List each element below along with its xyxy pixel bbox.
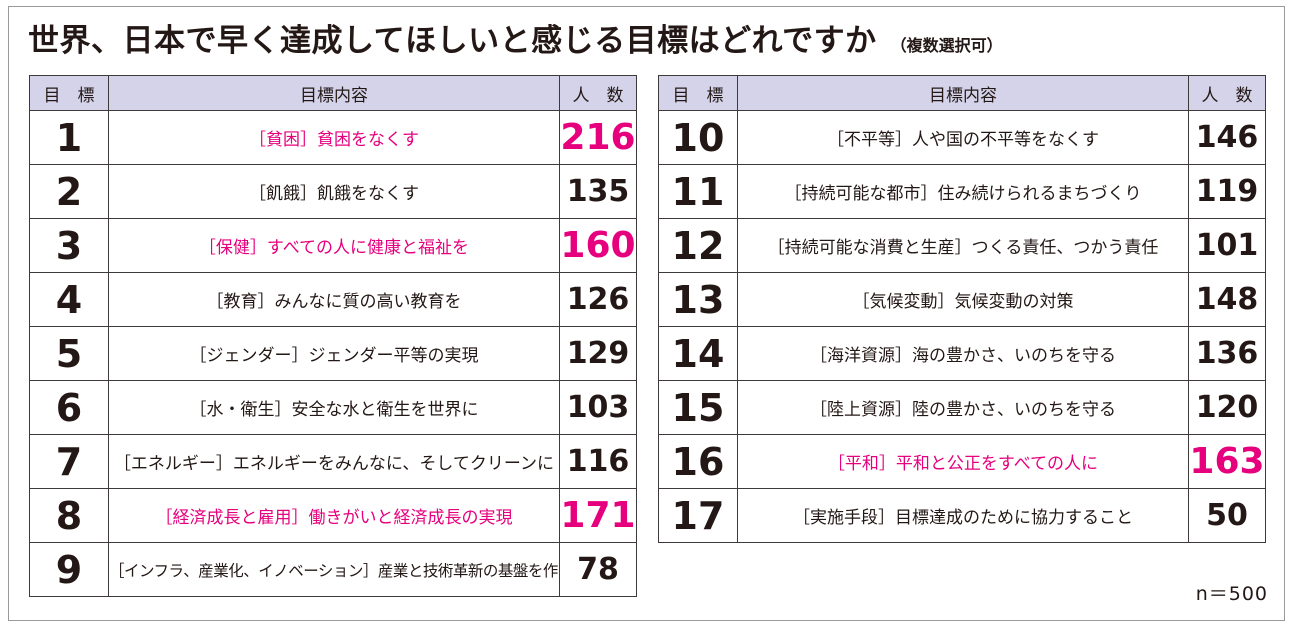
goal-content: ［飢餓］飢餓をなくす [108,164,560,219]
table-row: 11 ［持続可能な都市］住み続けられるまちづくり 119 [658,164,1266,219]
respondent-count: 216 [559,110,637,165]
goal-number: 8 [29,488,109,543]
table-row: 15 ［陸上資源］陸の豊かさ、いのちを守る 120 [658,380,1266,435]
table-body-left: 1 ［貧困］貧困をなくす 216 2 ［飢餓］飢餓をなくす 135 3 ［保健］すべての人に健… [29,110,637,597]
table-row: 1 ［貧困］貧困をなくす 216 [29,110,637,165]
respondent-count: 160 [559,218,637,273]
header-row: 目 標 目標内容 人 数 [658,75,1266,111]
respondent-count: 163 [1188,434,1266,489]
goal-number: 11 [658,164,738,219]
title-subtitle: （複数選択可） [890,36,1003,55]
goal-content: ［水・衛生］安全な水と衛生を世界に [108,380,560,435]
table-row: 16 ［平和］平和と公正をすべての人に 163 [658,434,1266,489]
table-row: 4 ［教育］みんなに質の高い教育を 126 [29,272,637,327]
goal-number: 2 [29,164,109,219]
respondent-count: 135 [559,164,637,219]
goal-content: ［気候変動］気候変動の対策 [737,272,1189,327]
sample-size-note: n＝500 [1195,583,1268,605]
goal-number: 4 [29,272,109,327]
respondent-count: 136 [1188,326,1266,381]
goal-number: 1 [29,110,109,165]
goal-content: ［陸上資源］陸の豊かさ、いのちを守る [737,380,1189,435]
respondent-count: 116 [559,434,637,489]
respondent-count: 120 [1188,380,1266,435]
respondent-count: 101 [1188,218,1266,273]
table-row: 12 ［持続可能な消費と生産］つくる責任、つかう責任 101 [658,218,1266,273]
goal-content: ［ジェンダー］ジェンダー平等の実現 [108,326,560,381]
goal-content: ［持続可能な都市］住み続けられるまちづくり [737,164,1189,219]
header-goal: 目 標 [29,75,109,111]
table-row: 5 ［ジェンダー］ジェンダー平等の実現 129 [29,326,637,381]
header-content: 目標内容 [108,75,560,111]
table-row: 10 ［不平等］人や国の不平等をなくす 146 [658,110,1266,165]
header-count: 人 数 [559,75,637,111]
goal-number: 15 [658,380,738,435]
respondent-count: 129 [559,326,637,381]
header-count: 人 数 [1188,75,1266,111]
table-row: 14 ［海洋資源］海の豊かさ、いのちを守る 136 [658,326,1266,381]
respondent-count: 119 [1188,164,1266,219]
table-row: 7 ［エネルギー］エネルギーをみんなに、そしてクリーンに 116 [29,434,637,489]
respondent-count: 126 [559,272,637,327]
table-row: 6 ［水・衛生］安全な水と衛生を世界に 103 [29,380,637,435]
goal-number: 5 [29,326,109,381]
respondent-count: 146 [1188,110,1266,165]
table-row: 2 ［飢餓］飢餓をなくす 135 [29,164,637,219]
goal-content: ［平和］平和と公正をすべての人に [737,434,1189,489]
header-row: 目 標 目標内容 人 数 [29,75,637,111]
goal-content: ［貧困］貧困をなくす [108,110,560,165]
table-row: 17 ［実施手段］目標達成のために協力すること 50 [658,488,1266,543]
goal-number: 13 [658,272,738,327]
page-title: 世界、日本で早く達成してほしいと感じる目標はどれですか （複数選択可） [28,18,1128,64]
goal-number: 3 [29,218,109,273]
goal-number: 16 [658,434,738,489]
goal-number: 17 [658,488,738,543]
goal-content: ［経済成長と雇用］働きがいと経済成長の実現 [108,488,560,543]
respondent-count: 78 [559,542,637,597]
goals-table-right: 目 標 目標内容 人 数 10 ［不平等］人や国の不平等をなくす 146 11 ［持続可… [658,75,1266,543]
table-body-right: 10 ［不平等］人や国の不平等をなくす 146 11 ［持続可能な都市］住み続けられるま… [658,110,1266,543]
goal-number: 14 [658,326,738,381]
goal-content: ［保健］すべての人に健康と福祉を [108,218,560,273]
respondent-count: 50 [1188,488,1266,543]
goal-number: 9 [29,542,109,597]
goal-content: ［エネルギー］エネルギーをみんなに、そしてクリーンに [108,434,560,489]
table-row: 9 ［インフラ、産業化、イノベーション］産業と技術革新の基盤を作る 78 [29,542,637,597]
goal-number: 6 [29,380,109,435]
header-content: 目標内容 [737,75,1189,111]
goals-table-left: 目 標 目標内容 人 数 1 ［貧困］貧困をなくす 216 2 ［飢餓］飢餓をなくす 13… [29,75,637,597]
respondent-count: 171 [559,488,637,543]
table-row: 13 ［気候変動］気候変動の対策 148 [658,272,1266,327]
table-row: 3 ［保健］すべての人に健康と福祉を 160 [29,218,637,273]
table-row: 8 ［経済成長と雇用］働きがいと経済成長の実現 171 [29,488,637,543]
goal-number: 10 [658,110,738,165]
respondent-count: 148 [1188,272,1266,327]
goal-content: ［実施手段］目標達成のために協力すること [737,488,1189,543]
goal-content: ［インフラ、産業化、イノベーション］産業と技術革新の基盤を作る [108,542,560,597]
goal-content: ［海洋資源］海の豊かさ、いのちを守る [737,326,1189,381]
title-text: 世界、日本で早く達成してほしいと感じる目標はどれですか [28,23,877,59]
respondent-count: 103 [559,380,637,435]
header-goal: 目 標 [658,75,738,111]
goal-content: ［教育］みんなに質の高い教育を [108,272,560,327]
goal-content: ［不平等］人や国の不平等をなくす [737,110,1189,165]
goal-number: 7 [29,434,109,489]
goal-number: 12 [658,218,738,273]
goal-content: ［持続可能な消費と生産］つくる責任、つかう責任 [737,218,1189,273]
